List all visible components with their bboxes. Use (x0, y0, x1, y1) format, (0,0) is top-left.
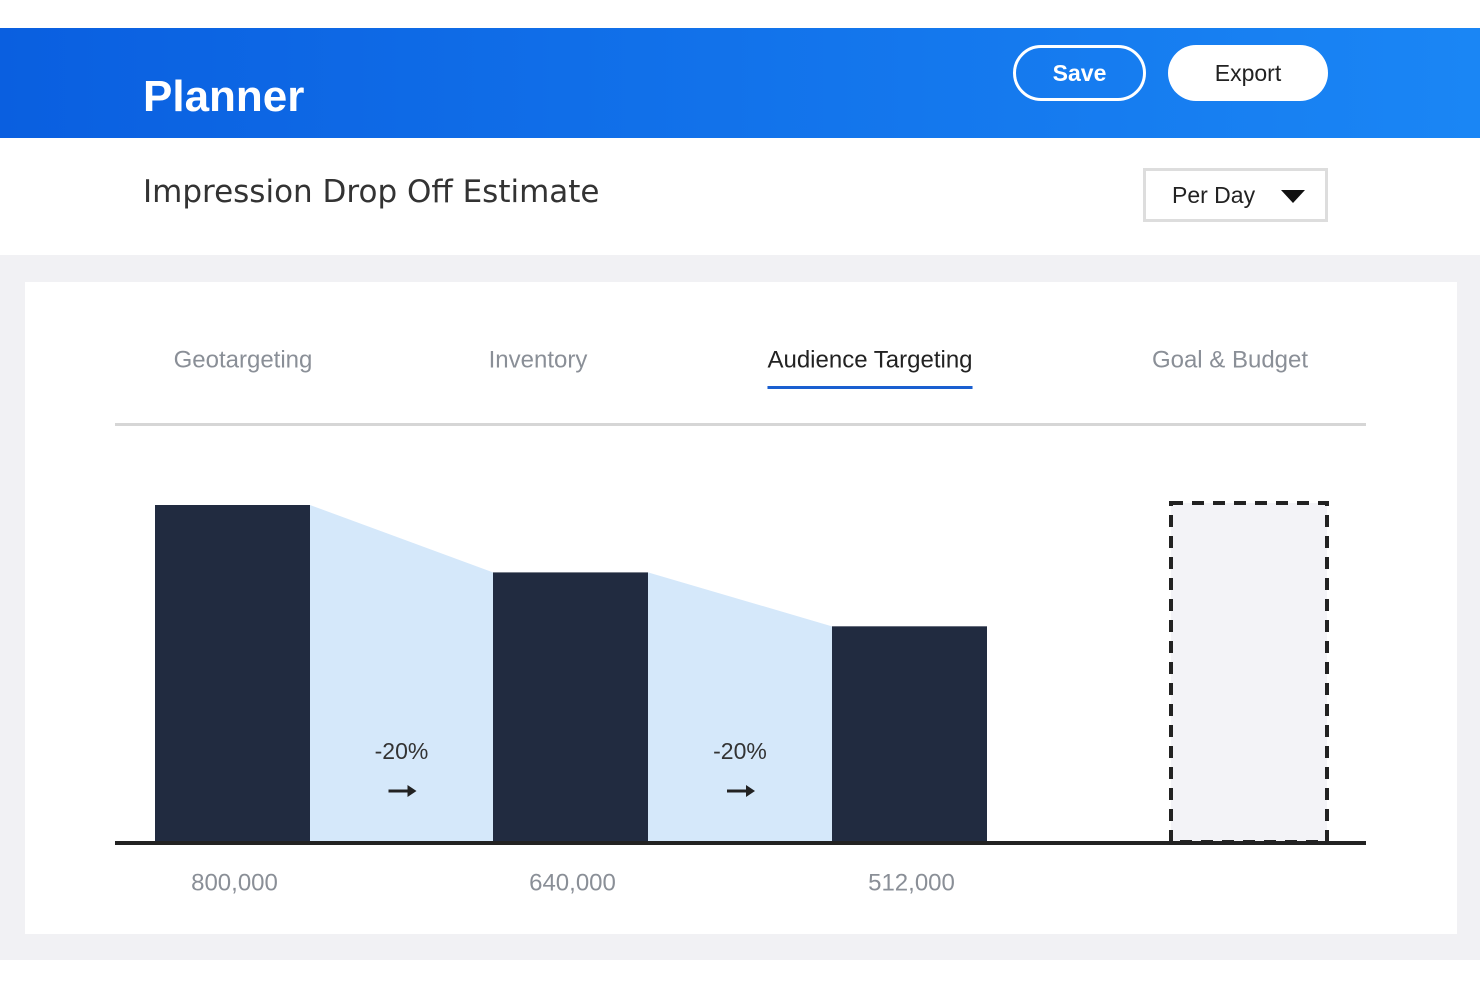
drop-label: -20% (713, 738, 767, 764)
tab[interactable]: Goal & Budget (1152, 346, 1308, 373)
bar (493, 572, 648, 842)
arrow-head (746, 785, 755, 797)
app-title: Planner (143, 72, 305, 121)
tab[interactable]: Audience Targeting (767, 346, 972, 373)
period-dropdown[interactable]: Per Day (1143, 168, 1328, 222)
tab[interactable]: Geotargeting (174, 346, 313, 373)
value-label: 512,000 (868, 869, 955, 896)
tab-underline (767, 386, 973, 389)
tab-divider (115, 423, 1366, 426)
bar (832, 626, 987, 842)
baseline (115, 841, 1366, 845)
tab[interactable]: Inventory (489, 346, 588, 373)
arrow-head (407, 785, 417, 797)
drop-area (310, 505, 493, 842)
dropdown-arrow (1281, 190, 1305, 203)
drop-area (648, 572, 832, 842)
drop-label: -20% (375, 738, 429, 764)
placeholder-bar (1169, 501, 1329, 844)
value-label: 800,000 (191, 869, 278, 896)
bar (155, 505, 310, 842)
section-title: Impression Drop Off Estimate (143, 174, 600, 210)
dropdown-value: Per Day (1172, 181, 1256, 208)
value-label: 640,000 (529, 869, 616, 896)
save-button[interactable]: Save (1013, 45, 1146, 101)
export-button[interactable]: Export (1168, 45, 1328, 101)
